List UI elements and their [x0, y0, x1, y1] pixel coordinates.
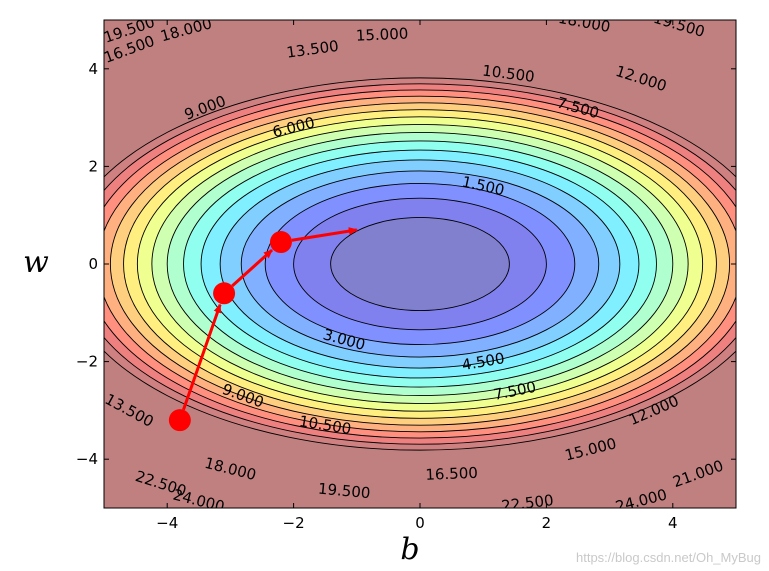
contour-line	[151, 123, 689, 405]
contour-line	[109, 102, 731, 426]
contour-line	[264, 182, 576, 346]
gradient-descent-path	[168, 227, 358, 432]
y-tick-label: 2	[88, 157, 98, 175]
y-axis-ticks: −4 −2 0 2 4	[76, 60, 736, 468]
contour-label: 19.500	[317, 480, 371, 503]
contour-line	[123, 109, 717, 419]
y-axis-label: w	[23, 245, 49, 280]
contour-label-text: 19.500	[317, 480, 371, 503]
descent-point	[213, 282, 236, 305]
contour-line	[219, 159, 621, 369]
contour-line	[166, 131, 674, 397]
contour-line	[200, 149, 640, 379]
contour-line	[104, 89, 736, 439]
contour-label: 16.500	[425, 464, 478, 484]
contour-line	[136, 116, 704, 412]
contour-lines	[104, 77, 736, 451]
contour-line	[104, 83, 736, 445]
x-tick-label: −2	[283, 514, 305, 532]
contour-line	[293, 197, 547, 331]
contour-line	[183, 140, 657, 388]
x-tick-label: 2	[542, 514, 552, 532]
y-tick-label: −4	[76, 450, 98, 468]
x-tick-label: 4	[668, 514, 678, 532]
contour-line	[104, 77, 736, 451]
contour-line	[240, 170, 600, 358]
plot-area: 1.5003.0004.5006.0007.5007.5009.0009.000…	[104, 20, 736, 515]
descent-step-arrow	[182, 303, 222, 411]
contour-label: 15.000	[355, 24, 408, 44]
contour-line	[330, 217, 510, 311]
descent-point	[168, 409, 191, 432]
contour-band	[330, 217, 510, 311]
contour-label-text: 16.500	[425, 464, 478, 484]
contour-line	[104, 95, 736, 433]
x-axis-label: b	[400, 532, 419, 567]
y-tick-label: 4	[88, 60, 98, 78]
descent-point	[269, 231, 292, 254]
descent-step-arrow	[231, 248, 274, 288]
y-tick-label: 0	[88, 255, 98, 273]
x-axis-ticks: −4 −2 0 2 4	[156, 20, 678, 532]
watermark: https://blog.csdn.net/Oh_MyBug	[576, 550, 761, 565]
contour-label-text: 15.000	[355, 24, 408, 44]
x-tick-label: −4	[156, 514, 178, 532]
x-tick-label: 0	[415, 514, 425, 532]
y-tick-label: −2	[76, 353, 98, 371]
next-step-arrow	[291, 227, 358, 242]
contour-label-text: 22.500	[500, 491, 554, 515]
contour-label: 22.500	[500, 491, 554, 515]
